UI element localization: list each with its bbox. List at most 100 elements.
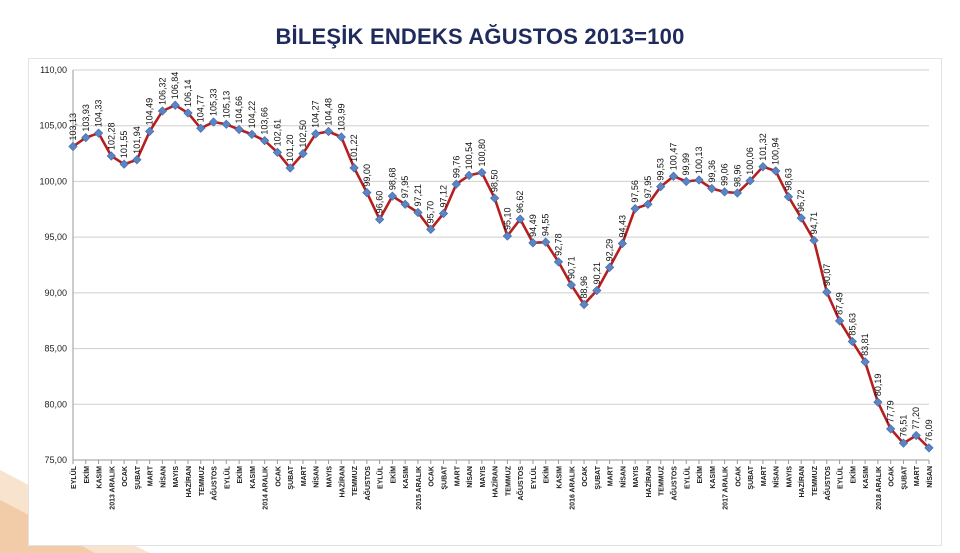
data-label: 101,22 xyxy=(349,134,359,162)
x-tick-label: OCAK xyxy=(582,466,589,487)
y-tick-label: 105,00 xyxy=(39,121,67,131)
x-tick-label: ŞUBAT xyxy=(748,465,755,489)
x-tick-label: EKİM xyxy=(389,466,397,484)
data-point xyxy=(707,183,717,194)
x-tick-label: TEMMUZ xyxy=(659,465,666,496)
series-line xyxy=(72,103,930,449)
data-label: 99,99 xyxy=(681,153,691,176)
x-tick-label: HAZİRAN xyxy=(185,466,193,498)
x-tick-label: NİSAN xyxy=(926,466,934,488)
data-point xyxy=(719,187,730,197)
x-tick-label: 2018 ARALIK xyxy=(876,466,883,510)
x-tick-label: MAYIS xyxy=(786,466,793,488)
data-point xyxy=(911,430,921,441)
y-tick-label: 100,00 xyxy=(39,176,67,186)
x-tick-label: HAZİRAN xyxy=(645,466,653,498)
x-tick-label: MART xyxy=(761,465,768,486)
data-label: 100,94 xyxy=(771,137,781,165)
data-label: 100,13 xyxy=(694,146,704,174)
y-tick-label: 110,00 xyxy=(40,65,67,75)
data-label: 94,55 xyxy=(541,214,551,237)
data-point xyxy=(196,123,206,133)
data-point xyxy=(758,162,768,172)
data-label: 99,53 xyxy=(656,158,666,181)
x-tick-label: ŞUBAT xyxy=(442,465,449,489)
data-point xyxy=(464,170,474,181)
data-label: 95,70 xyxy=(426,201,436,224)
data-label: 102,50 xyxy=(298,120,308,148)
data-label: 94,43 xyxy=(617,215,627,238)
data-label: 87,49 xyxy=(835,292,845,315)
data-label: 76,09 xyxy=(924,419,934,442)
data-label: 80,19 xyxy=(873,374,883,397)
data-label: 92,78 xyxy=(553,233,563,256)
x-tick-label: EKİM xyxy=(849,466,857,484)
x-tick-label: 2013 ARALIK xyxy=(109,466,116,510)
data-label: 104,49 xyxy=(145,98,155,126)
data-label: 101,55 xyxy=(119,131,129,159)
data-label: 101,94 xyxy=(132,126,142,154)
x-tick-label: OCAK xyxy=(122,466,129,487)
data-point xyxy=(847,336,857,347)
x-tick-label: MAYIS xyxy=(633,466,640,488)
data-point xyxy=(809,235,819,245)
x-tick-label: MART xyxy=(608,465,615,486)
data-label: 76,51 xyxy=(898,415,908,438)
data-label: 100,06 xyxy=(745,147,755,175)
x-tick-label: OCAK xyxy=(275,466,282,487)
x-tick-label: MART xyxy=(914,465,921,486)
x-tick-label: AĞUSTOS xyxy=(669,466,678,501)
x-tick-label: MART xyxy=(148,465,155,486)
x-tick-label: 2015 ARALIK xyxy=(416,466,423,510)
x-tick-label: TEMMUZ xyxy=(352,465,359,496)
data-point xyxy=(515,214,525,224)
x-tick-label: MART xyxy=(301,465,308,486)
x-tick-label: EKİM xyxy=(543,466,551,484)
data-label: 103,93 xyxy=(81,104,91,132)
x-tick-label: MART xyxy=(454,465,461,486)
data-point xyxy=(132,155,142,165)
data-point xyxy=(745,176,755,186)
data-label: 85,63 xyxy=(847,313,857,336)
data-label: 97,21 xyxy=(413,184,423,207)
data-label: 100,54 xyxy=(464,142,474,170)
data-label: 95,10 xyxy=(502,207,512,230)
data-label: 104,27 xyxy=(311,100,321,128)
data-label: 90,21 xyxy=(592,262,602,285)
data-label: 99,00 xyxy=(362,164,372,187)
x-tick-label: ŞUBAT xyxy=(595,465,602,489)
x-tick-label: AĞUSTOS xyxy=(210,466,219,501)
x-tick-label: 2017 ARALIK xyxy=(723,466,730,510)
data-label: 97,95 xyxy=(643,176,653,199)
data-label: 97,95 xyxy=(400,176,410,199)
data-label: 99,06 xyxy=(720,163,730,186)
x-tick-label: TEMMUZ xyxy=(812,465,819,496)
data-label: 96,72 xyxy=(796,189,806,212)
x-tick-label: KASIM xyxy=(250,466,257,489)
data-point xyxy=(502,231,513,241)
y-tick-label: 80,00 xyxy=(44,399,67,409)
x-tick-label: NİSAN xyxy=(619,466,627,488)
data-point xyxy=(630,203,640,214)
data-point xyxy=(566,280,576,290)
data-label: 83,81 xyxy=(860,333,870,356)
data-label: 105,33 xyxy=(209,89,219,117)
data-label: 88,96 xyxy=(579,276,589,299)
x-tick-label: EYLÜL xyxy=(682,465,691,489)
x-tick-label: MAYIS xyxy=(173,466,180,488)
x-tick-label: ŞUBAT xyxy=(288,465,295,489)
x-tick-label: OCAK xyxy=(735,466,742,487)
data-label: 106,32 xyxy=(157,77,167,105)
x-tick-label: HAZİRAN xyxy=(492,466,500,498)
x-tick-label: KASIM xyxy=(556,466,563,489)
data-label: 99,76 xyxy=(451,156,461,179)
y-tick-label: 75,00 xyxy=(44,455,67,465)
data-point xyxy=(413,207,423,218)
data-label: 103,66 xyxy=(260,107,270,135)
data-label: 101,32 xyxy=(758,133,768,161)
data-point xyxy=(247,129,257,140)
data-label: 106,84 xyxy=(170,72,180,100)
data-label: 94,49 xyxy=(528,214,538,237)
data-label: 90,71 xyxy=(566,256,576,279)
data-point xyxy=(93,128,104,138)
